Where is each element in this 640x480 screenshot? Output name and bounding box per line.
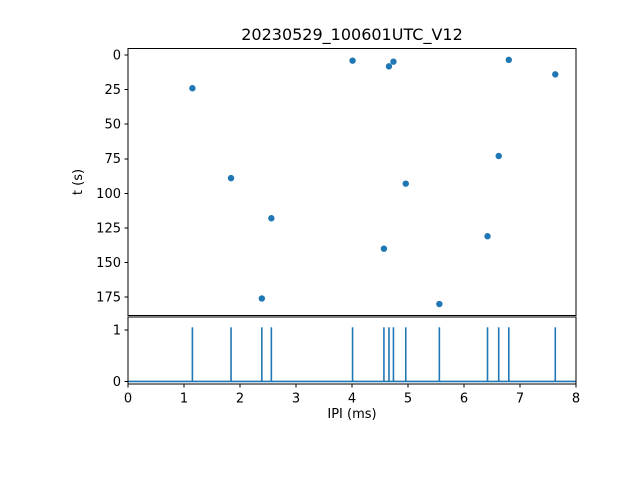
scatter-point bbox=[349, 57, 356, 64]
y-tick-label: 50 bbox=[104, 118, 121, 133]
scatter-point bbox=[189, 85, 196, 92]
scatter-point bbox=[436, 300, 443, 308]
scatter-point bbox=[552, 71, 559, 78]
scatter-point bbox=[495, 152, 502, 160]
x-tick-label: 0 bbox=[124, 392, 132, 407]
chart-title: 20230529_100601UTC_V12 bbox=[241, 25, 463, 44]
y-tick-label: 175 bbox=[96, 291, 121, 306]
scatter-point bbox=[385, 63, 393, 70]
scatter-point bbox=[380, 245, 388, 252]
scatter-point bbox=[402, 180, 409, 187]
x-tick-label: 6 bbox=[460, 392, 468, 407]
scatter-point bbox=[505, 56, 512, 64]
x-axis-label: IPI (ms) bbox=[327, 407, 377, 422]
y-tick-label: 0 bbox=[113, 48, 121, 63]
scatter-point bbox=[268, 215, 275, 222]
x-tick-label: 7 bbox=[516, 392, 524, 407]
y-tick-label: 150 bbox=[96, 256, 121, 271]
y-tick-label: 75 bbox=[104, 152, 121, 167]
scatter-point bbox=[258, 295, 266, 302]
x-tick-label: 3 bbox=[292, 392, 300, 407]
y-tick-label: 0 bbox=[113, 375, 121, 390]
y-tick-label: 1 bbox=[113, 323, 121, 338]
y-tick-label: 25 bbox=[104, 83, 121, 98]
x-tick-label: 5 bbox=[404, 392, 412, 407]
x-tick-label: 2 bbox=[236, 392, 244, 407]
scatter-point bbox=[484, 233, 491, 240]
y-tick-label: 100 bbox=[96, 187, 121, 202]
x-tick-label: 8 bbox=[572, 392, 580, 407]
scatter-point bbox=[227, 174, 235, 182]
x-tick-label: 4 bbox=[348, 392, 356, 407]
x-tick-label: 1 bbox=[180, 392, 188, 407]
scatter-axes-spines bbox=[127, 48, 577, 316]
y-tick-label: 125 bbox=[96, 221, 121, 236]
scatter-point bbox=[390, 58, 397, 65]
